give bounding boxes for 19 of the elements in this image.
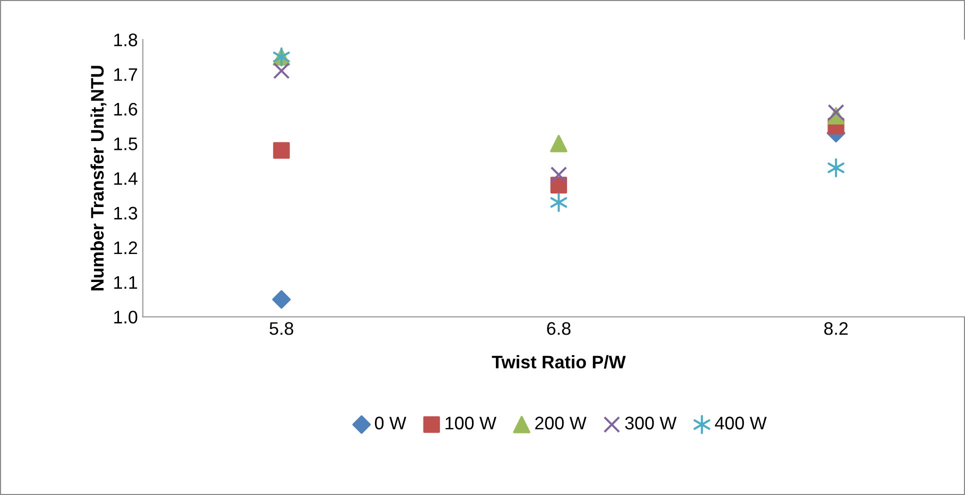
legend-label: 400 W: [714, 416, 767, 430]
y-tick-label: 1.5: [114, 138, 138, 150]
x-tick-label: 8.2: [824, 322, 848, 335]
x-tick-label: 6.8: [547, 322, 570, 335]
y-tick-label: 1.4: [114, 172, 138, 185]
y-tick-label: 1.6: [114, 102, 138, 116]
x-axis-title: Twist Ratio P/W: [492, 355, 626, 369]
y-axis-title: Number Transfer Unit,NTU: [90, 66, 106, 290]
legend-label: 200 W: [535, 416, 586, 430]
y-tick-label: 1.7: [114, 68, 138, 81]
legend-label: 100 W: [446, 416, 496, 430]
x-tick-label: 5.8: [270, 322, 294, 335]
legend-label: 0 W: [374, 416, 406, 430]
legend-label: 300 W: [625, 416, 677, 430]
y-tick-label: 1.2: [114, 241, 138, 254]
y-tick-label: 1.3: [114, 206, 138, 220]
y-tick-label: 1.8: [114, 34, 138, 46]
y-tick-label: 1.1: [114, 276, 138, 289]
y-tick-label: 1.0: [114, 310, 138, 324]
